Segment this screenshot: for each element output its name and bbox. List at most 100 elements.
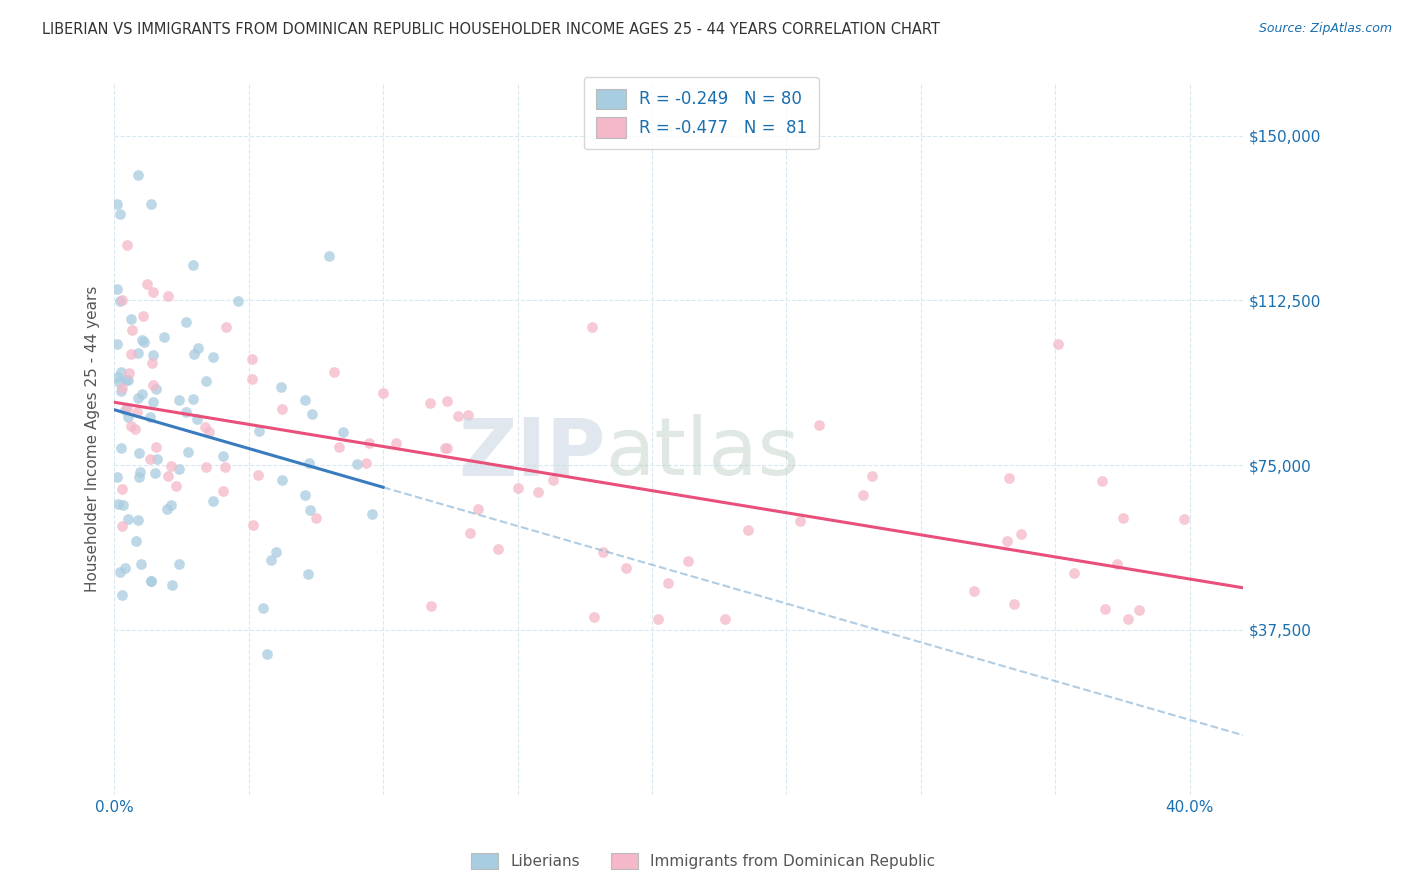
Legend: Liberians, Immigrants from Dominican Republic: Liberians, Immigrants from Dominican Rep… — [464, 847, 942, 875]
Point — [153, 330, 176, 344]
Point — [419, 396, 441, 410]
Point — [211, 449, 233, 463]
Y-axis label: Householder Income Ages 25 - 44 years: Householder Income Ages 25 - 44 years — [86, 285, 100, 592]
Point — [264, 545, 287, 559]
Point — [592, 545, 614, 559]
Point — [132, 335, 155, 350]
Point — [114, 403, 136, 417]
Point — [242, 517, 264, 532]
Point — [212, 484, 235, 499]
Point — [270, 401, 292, 416]
Point — [105, 336, 128, 351]
Text: ZIP: ZIP — [458, 414, 606, 492]
Point — [1128, 602, 1150, 616]
Point — [110, 384, 132, 398]
Point — [737, 523, 759, 537]
Point — [120, 312, 142, 326]
Point — [176, 405, 198, 419]
Point — [194, 419, 217, 434]
Point — [997, 470, 1019, 484]
Point — [117, 410, 139, 425]
Point — [1112, 511, 1135, 525]
Point — [142, 394, 165, 409]
Point — [111, 381, 134, 395]
Point — [110, 207, 132, 221]
Point — [1046, 336, 1069, 351]
Point — [117, 401, 139, 415]
Point — [121, 323, 143, 337]
Point — [141, 574, 163, 589]
Point — [125, 405, 148, 419]
Point — [111, 293, 134, 308]
Point — [214, 459, 236, 474]
Point — [1116, 612, 1139, 626]
Point — [110, 365, 132, 379]
Point — [457, 408, 479, 422]
Point — [115, 373, 138, 387]
Point — [145, 466, 167, 480]
Point — [124, 421, 146, 435]
Point — [346, 458, 368, 472]
Point — [111, 482, 134, 496]
Point — [332, 425, 354, 439]
Point — [298, 502, 321, 516]
Point — [142, 378, 165, 392]
Point — [142, 285, 165, 299]
Point — [131, 386, 153, 401]
Point — [169, 392, 191, 407]
Point — [197, 425, 219, 439]
Point — [447, 409, 470, 423]
Point — [110, 441, 132, 455]
Point — [852, 488, 875, 502]
Point — [107, 497, 129, 511]
Point — [1094, 602, 1116, 616]
Point — [108, 375, 131, 389]
Point — [120, 419, 142, 434]
Point — [120, 346, 142, 360]
Point — [107, 282, 129, 296]
Point — [111, 498, 134, 512]
Point — [177, 445, 200, 459]
Point — [128, 446, 150, 460]
Point — [614, 561, 637, 575]
Point — [127, 168, 149, 182]
Point — [354, 456, 377, 470]
Point — [181, 392, 204, 406]
Point — [187, 341, 209, 355]
Point — [127, 392, 149, 406]
Point — [298, 456, 321, 470]
Point — [141, 197, 163, 211]
Point — [420, 599, 443, 613]
Point — [201, 494, 224, 508]
Point — [1010, 527, 1032, 541]
Point — [167, 462, 190, 476]
Point — [582, 610, 605, 624]
Point — [305, 511, 328, 525]
Point — [323, 365, 346, 379]
Point — [128, 470, 150, 484]
Point — [139, 451, 162, 466]
Point — [297, 567, 319, 582]
Point — [145, 382, 167, 396]
Point — [125, 534, 148, 549]
Point — [1091, 474, 1114, 488]
Text: Source: ZipAtlas.com: Source: ZipAtlas.com — [1258, 22, 1392, 36]
Point — [186, 412, 208, 426]
Text: LIBERIAN VS IMMIGRANTS FROM DOMINICAN REPUBLIC HOUSEHOLDER INCOME AGES 25 - 44 Y: LIBERIAN VS IMMIGRANTS FROM DOMINICAN RE… — [42, 22, 941, 37]
Legend: R = -0.249   N = 80, R = -0.477   N =  81: R = -0.249 N = 80, R = -0.477 N = 81 — [583, 77, 818, 149]
Point — [385, 435, 408, 450]
Point — [167, 558, 190, 572]
Point — [194, 460, 217, 475]
Point — [371, 385, 394, 400]
Point — [105, 197, 128, 211]
Point — [270, 380, 292, 394]
Point — [114, 561, 136, 575]
Point — [676, 554, 699, 568]
Point — [156, 501, 179, 516]
Point — [581, 320, 603, 334]
Point — [160, 498, 183, 512]
Point — [131, 557, 153, 571]
Point — [436, 394, 458, 409]
Point — [201, 350, 224, 364]
Point — [157, 469, 180, 483]
